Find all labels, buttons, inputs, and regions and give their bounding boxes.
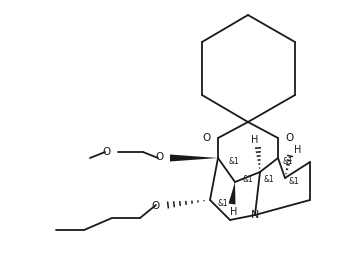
Text: H: H bbox=[294, 145, 302, 155]
Text: &1: &1 bbox=[264, 175, 275, 184]
Text: &1: &1 bbox=[283, 158, 294, 167]
Text: O: O bbox=[203, 133, 211, 143]
Text: &1: &1 bbox=[229, 158, 240, 167]
Text: O: O bbox=[103, 147, 111, 157]
Text: N: N bbox=[251, 210, 259, 220]
Text: H: H bbox=[251, 135, 259, 145]
Text: &1: &1 bbox=[218, 199, 229, 209]
Text: O: O bbox=[152, 201, 160, 211]
Text: &1: &1 bbox=[289, 178, 300, 187]
Polygon shape bbox=[170, 155, 218, 162]
Text: &1: &1 bbox=[243, 175, 254, 184]
Polygon shape bbox=[229, 182, 236, 205]
Text: O: O bbox=[285, 133, 293, 143]
Text: O: O bbox=[156, 152, 164, 162]
Text: H: H bbox=[230, 207, 238, 217]
